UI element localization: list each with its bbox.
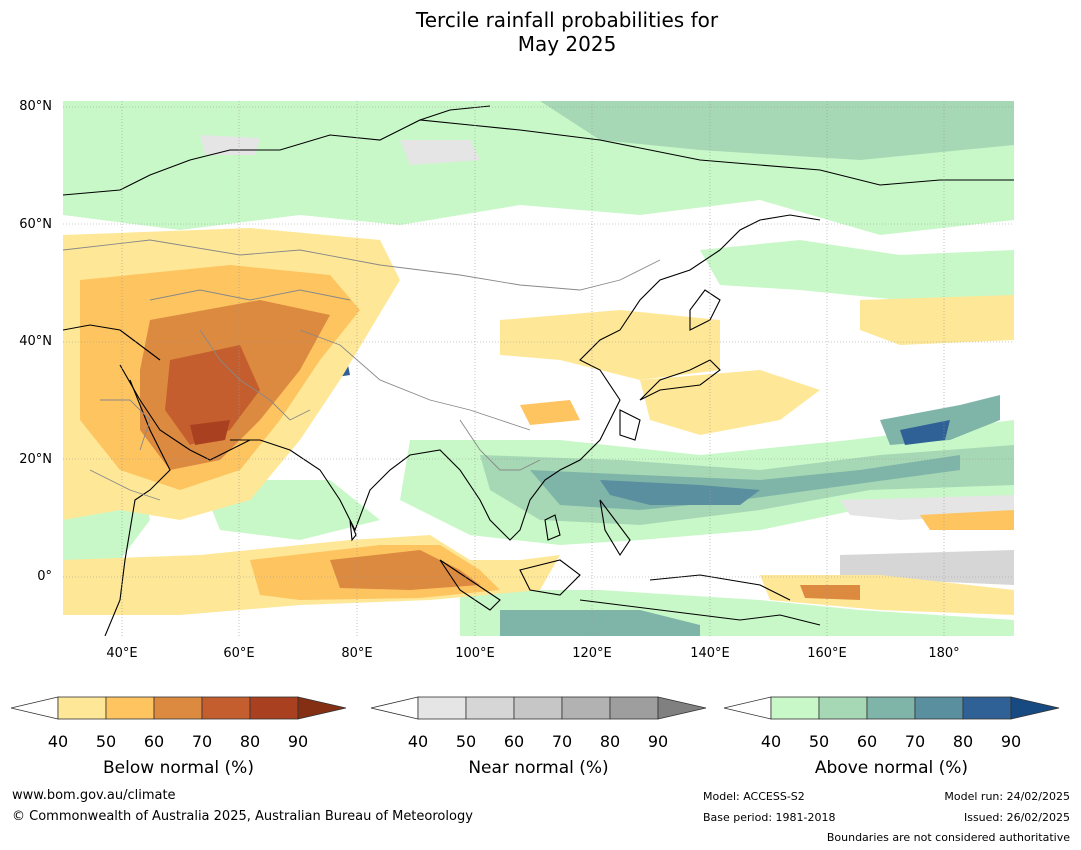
colorbar-segment: [201, 696, 251, 720]
colorbar-tick-label: 50: [95, 732, 117, 751]
boundary-disclaimer: Boundaries are not considered authoritat…: [826, 831, 1070, 844]
lon-label: 140°E: [690, 646, 730, 661]
colorbar-segment: [561, 696, 611, 720]
colorbar-right-extend: [1010, 696, 1060, 720]
colorbar-segment: [57, 696, 107, 720]
colorbar-tick-label: 50: [455, 732, 477, 751]
lon-label: 180°: [928, 646, 960, 661]
above-normal-areas: [63, 101, 1014, 636]
colorbar-tick-label: 50: [808, 732, 830, 751]
lon-label: 160°E: [807, 646, 847, 661]
colorbar-segment: [962, 696, 1012, 720]
lat-label: 80°N: [19, 99, 52, 114]
colorbar-left-extend: [10, 696, 59, 720]
lon-label: 120°E: [572, 646, 612, 661]
colorbar-tick-label: 60: [503, 732, 525, 751]
colorbar-tick-label: 80: [599, 732, 621, 751]
colorbar-segment: [153, 696, 203, 720]
coastlines: [63, 105, 1014, 636]
colorbar-segment: [770, 696, 820, 720]
lon-label: 100°E: [455, 646, 495, 661]
colorbar-segment: [609, 696, 659, 720]
colorbar-below: [10, 696, 347, 720]
colorbar-tick-label: 40: [407, 732, 429, 751]
colorbar-tick-label: 80: [239, 732, 261, 751]
colorbar-segment: [866, 696, 916, 720]
issued-date: Issued: 26/02/2025: [963, 811, 1070, 824]
colorbar-above: [723, 696, 1060, 720]
lon-label: 60°E: [223, 646, 255, 661]
title-line-2: May 2025: [517, 32, 617, 56]
model-name: Model: ACCESS-S2: [703, 790, 805, 803]
colorbar-left-extend: [370, 696, 419, 720]
colorbar-near: [370, 696, 707, 720]
colorbar-tick-label: 40: [47, 732, 69, 751]
legend-near-title: Near normal (%): [468, 758, 609, 778]
colorbar-left-extend: [723, 696, 772, 720]
map-title: Tercile rainfall probabilities for May 2…: [0, 8, 1081, 56]
colorbar-segment: [249, 696, 299, 720]
colorbar-segment: [818, 696, 868, 720]
colorbar-tick-label: 80: [952, 732, 974, 751]
below-normal-areas: [63, 228, 1014, 615]
colorbar-right-extend: [297, 696, 347, 720]
source-url[interactable]: www.bom.gov.au/climate: [12, 788, 176, 803]
base-period: Base period: 1981-2018: [703, 811, 836, 824]
title-line-1: Tercile rainfall probabilities for: [415, 8, 719, 32]
colorbar-tick-label: 70: [904, 732, 926, 751]
colorbar-right-extend: [657, 696, 707, 720]
colorbar-tick-label: 60: [856, 732, 878, 751]
colorbar-segment: [914, 696, 964, 720]
copyright: © Commonwealth of Australia 2025, Austra…: [12, 809, 473, 824]
colorbar-tick-label: 60: [143, 732, 165, 751]
colorbar-tick-label: 70: [191, 732, 213, 751]
lat-label: 40°N: [19, 334, 52, 349]
lon-label: 40°E: [106, 646, 138, 661]
country-borders: [63, 239, 661, 501]
legend-above-title: Above normal (%): [814, 758, 969, 778]
legend-below-title: Below normal (%): [103, 758, 254, 778]
lat-label: 20°N: [19, 452, 52, 467]
rainfall-map: [63, 101, 1014, 636]
lat-label: 0°: [37, 569, 52, 584]
graticule: [63, 101, 1014, 636]
colorbar-tick-label: 40: [760, 732, 782, 751]
lon-label: 80°E: [341, 646, 373, 661]
colorbar-segment: [465, 696, 515, 720]
model-run: Model run: 24/02/2025: [944, 790, 1070, 803]
colorbar-tick-label: 70: [551, 732, 573, 751]
colorbar-segment: [417, 696, 467, 720]
colorbar-segment: [513, 696, 563, 720]
colorbar-tick-label: 90: [1000, 732, 1022, 751]
lat-label: 60°N: [19, 217, 52, 232]
colorbar-segment: [105, 696, 155, 720]
colorbar-tick-label: 90: [647, 732, 669, 751]
colorbar-tick-label: 90: [287, 732, 309, 751]
